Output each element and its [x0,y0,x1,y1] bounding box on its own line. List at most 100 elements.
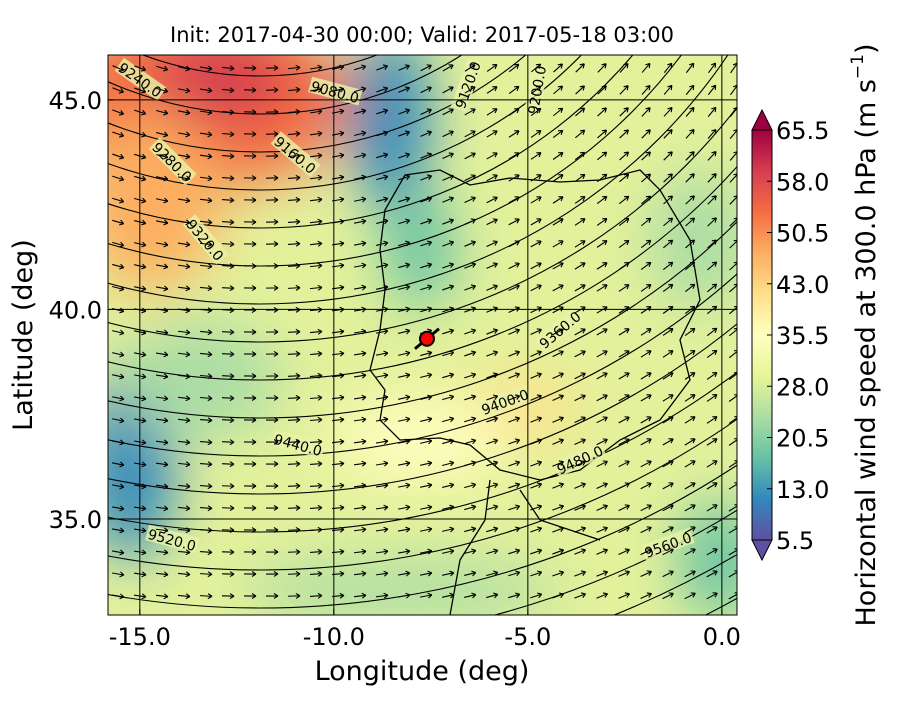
wind-arrow [640,570,652,578]
wind-arrow [155,373,169,380]
wind-arrow [420,306,433,313]
wind-arrow [597,151,608,161]
wind-arrow [464,504,477,511]
wind-arrow [596,438,608,446]
wind-arrow [552,570,565,577]
wind-arrow [464,592,477,599]
wind-arrow [486,526,499,533]
wind-arrow [508,394,521,401]
wind-arrow [420,548,433,555]
wind-arrow [684,327,696,336]
wind-arrow [287,218,301,225]
wind-arrow [552,174,564,182]
wind-arrow [640,504,652,512]
wind-arrow [574,570,587,577]
wind-arrow [640,217,652,227]
wind-arrow [287,350,301,357]
wind-arrow [684,548,696,556]
wind-arrow [309,548,323,555]
wind-arrow [641,85,651,95]
wind-arrow [552,218,564,226]
contour-line [108,106,737,343]
wind-arrow [398,372,411,379]
contour-label-bg [270,131,321,178]
wind-arrow [155,549,169,556]
wind-arrow [156,241,169,248]
wind-arrow [574,284,586,292]
wind-arrow [112,153,125,160]
wind-arrow [353,460,367,467]
wind-arrow [265,86,279,93]
wind-arrow [464,394,477,401]
wind-arrow [243,593,257,599]
wind-arrow [596,548,608,555]
wind-arrow [530,240,542,248]
wind-arrow [420,570,433,577]
wind-arrow [243,417,257,423]
wind-arrow [354,86,367,93]
location-marker [418,330,435,347]
wind-arrow [508,196,520,204]
wind-arrow [221,263,235,270]
wind-arrow [640,350,652,358]
wind-arrow [376,196,389,203]
wind-arrow [442,262,455,269]
wind-arrow [553,63,563,73]
wind-arrow [221,571,235,578]
wind-arrow [706,305,718,315]
wind-arrow [353,416,367,423]
wind-arrow [464,350,477,357]
wind-arrow [596,394,608,402]
wind-arrow [265,482,279,489]
wind-arrow [111,505,125,512]
wind-arrow [596,240,608,248]
wind-arrow [309,130,323,137]
wind-arrow [177,505,191,512]
wind-arrow [708,62,717,74]
wind-arrow [398,262,411,269]
wind-arrow [618,195,630,205]
wind-arrow [398,152,411,159]
wind-arrow [706,460,718,468]
wind-arrow [243,549,257,555]
wind-arrow [265,196,279,203]
wind-arrow [178,131,191,138]
wind-arrow [420,196,433,203]
wind-arrow [221,197,235,204]
wind-arrow [376,328,389,335]
wind-arrow [309,592,323,599]
wind-arrow [508,592,521,599]
wind-arrow [397,548,411,555]
wind-arrow [618,328,630,336]
wind-arrow [706,416,718,424]
wind-arrow [199,263,213,270]
wind-arrow [353,284,367,291]
wind-arrow [353,504,367,511]
contour-line [108,55,527,153]
wind-arrow [508,328,520,335]
wind-arrow [552,107,564,117]
wind-arrow [684,283,696,293]
wind-arrow [199,329,213,336]
wind-arrow [596,350,608,358]
wind-arrow [508,262,520,270]
contour-line [108,55,582,191]
wind-arrow [309,196,323,203]
wind-arrow [287,152,301,159]
wind-arrow [265,218,279,225]
wind-arrow [618,570,630,577]
wind-arrow [309,86,323,93]
wind-arrow [640,372,652,380]
colorbar-label-end: ) [851,43,882,54]
wind-arrow [309,174,323,181]
wind-arrow [221,219,235,226]
wind-arrow [398,284,411,291]
wind-arrow [640,394,652,402]
wind-arrow [641,173,652,183]
wind-arrow [640,526,652,534]
wind-arrow [574,240,586,248]
wind-arrow [464,416,477,423]
wind-arrow [420,108,432,115]
wind-arrow [287,262,301,269]
wind-arrow [376,108,389,115]
